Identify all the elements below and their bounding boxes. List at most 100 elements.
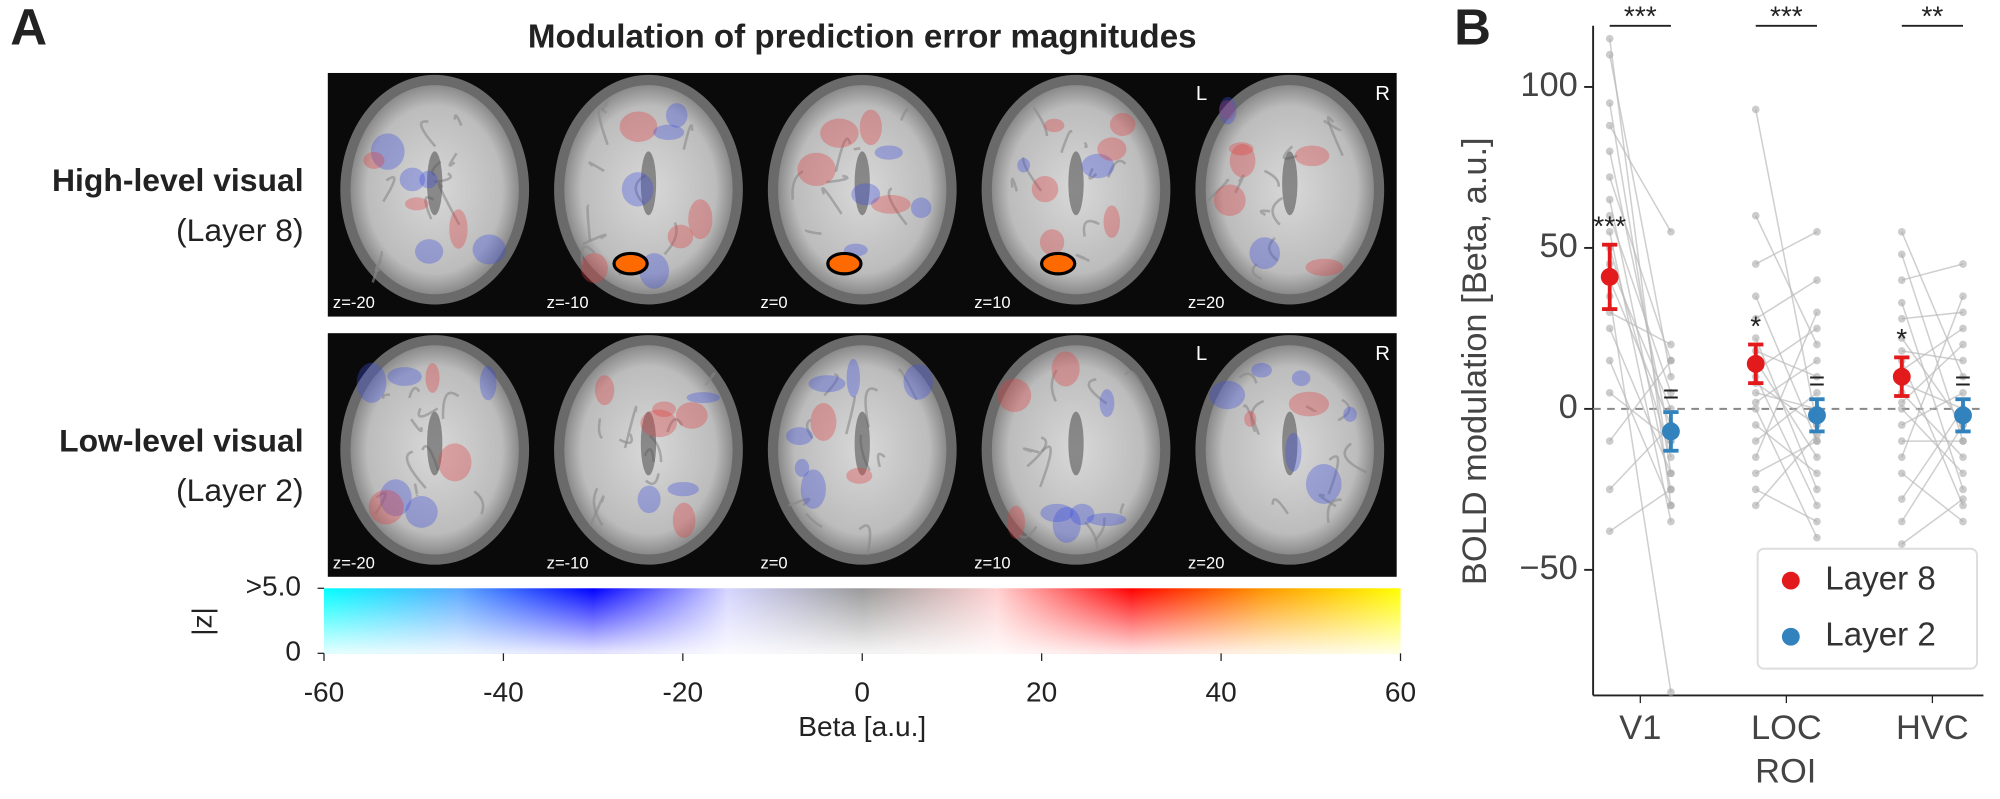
brain-slice [1195, 74, 1385, 305]
sulcus [858, 524, 872, 556]
subject-point [1959, 495, 1967, 503]
subject-line [1609, 125, 1672, 233]
activation [1229, 144, 1256, 178]
cluster [826, 251, 863, 276]
activation [1209, 380, 1245, 410]
subject-point [1959, 517, 1967, 526]
y-tick-label: 100 [1520, 66, 1577, 104]
sulcus [1271, 498, 1289, 515]
subject-point [1751, 388, 1760, 397]
subject-point [1667, 340, 1675, 349]
subject-line [1755, 408, 1818, 538]
sulcus [899, 107, 909, 121]
subject-line [1901, 498, 1964, 545]
sulcus [417, 407, 439, 418]
subject-line [1755, 382, 1818, 426]
subject-point [1813, 227, 1821, 236]
subject-line [1755, 215, 1818, 345]
sulcus [1060, 129, 1073, 154]
sulcus [644, 473, 660, 485]
activation [379, 479, 412, 517]
sulcus [887, 187, 908, 226]
activation [672, 502, 696, 539]
subject-point [1751, 421, 1760, 429]
subject-point [1813, 372, 1821, 381]
brain-slice [554, 74, 743, 305]
subject-point [1959, 453, 1967, 462]
subject-line [1609, 360, 1672, 442]
sulcus [597, 106, 609, 146]
subject-line [1608, 102, 1672, 474]
x-tick-label: 0 [854, 677, 870, 708]
legend-label: Layer 2 [1825, 617, 1936, 654]
subject-line [1608, 360, 1672, 506]
sulcus [374, 491, 387, 516]
subject-point [1605, 227, 1614, 236]
activation [688, 199, 713, 240]
subject-point [1605, 173, 1614, 181]
subject-line [1755, 350, 1818, 378]
activation [363, 152, 385, 169]
activation [449, 209, 468, 249]
ventricle [1068, 411, 1084, 476]
sulcus [1124, 370, 1145, 390]
activation [1213, 184, 1246, 216]
brain-slice [981, 74, 1171, 305]
activation [800, 469, 826, 509]
legend-marker [1781, 571, 1800, 590]
subject-line [1901, 472, 1964, 523]
subject-line [1755, 376, 1818, 506]
subject-line [1608, 199, 1672, 490]
activation [810, 403, 837, 441]
z-tick-label: >5.0 [246, 571, 301, 602]
activation [1109, 113, 1136, 137]
subject-point [1605, 485, 1614, 494]
subject-line [1901, 392, 1964, 458]
activation [667, 224, 694, 249]
subject-point [1959, 356, 1967, 365]
subject-point [1751, 260, 1760, 268]
significance-label: = [1663, 378, 1679, 409]
sulcus [1263, 169, 1280, 187]
subject-line [1755, 279, 1818, 320]
activation [652, 401, 676, 417]
subject-point [1813, 437, 1821, 445]
subject-point [1751, 292, 1760, 301]
sulcus [663, 221, 678, 256]
activation [419, 170, 438, 189]
activation [874, 145, 903, 160]
subject-line [1608, 215, 1672, 394]
sulcus [787, 497, 811, 507]
subject-point [1897, 421, 1906, 429]
activation [686, 392, 720, 404]
x-tick-label: HVC [1896, 709, 1969, 747]
subject-point [1667, 388, 1675, 397]
activation [675, 402, 708, 429]
y-tick-label: 50 [1540, 227, 1578, 265]
subject-point [1751, 398, 1760, 407]
subject-line [1901, 263, 1964, 281]
subject-point [1897, 398, 1906, 407]
brain-slice [554, 335, 743, 565]
subject-line [1755, 359, 1818, 404]
activation [667, 481, 699, 497]
subject-point [1751, 334, 1760, 342]
brain-slice [767, 335, 957, 565]
sulcus [1318, 493, 1337, 508]
subject-point [1667, 688, 1675, 697]
sulcus [826, 174, 849, 184]
subject-line [1755, 424, 1818, 474]
subject-line [1609, 488, 1672, 532]
activation [472, 234, 506, 265]
ventricle [1282, 151, 1298, 216]
y-tick-label: 0 [1559, 388, 1578, 426]
activation [1249, 237, 1281, 270]
activation [851, 183, 881, 206]
activation [594, 375, 615, 406]
sulcus [1323, 119, 1342, 132]
subject-point [1751, 469, 1760, 478]
orientation-label: L [1196, 83, 1207, 105]
subject-line [1755, 434, 1818, 506]
activation [356, 362, 387, 403]
activation [997, 378, 1032, 412]
